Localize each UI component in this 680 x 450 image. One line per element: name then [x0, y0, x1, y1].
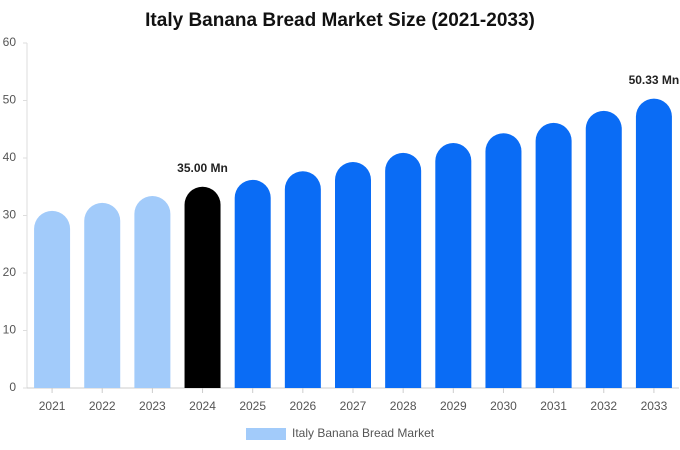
x-tick-label: 2021 [39, 399, 66, 413]
bar [535, 122, 572, 389]
x-tick-label: 2028 [390, 399, 417, 413]
y-tick-label: 60 [3, 35, 17, 49]
x-tick-label: 2033 [641, 399, 668, 413]
y-tick-label: 50 [3, 93, 17, 107]
y-tick-label: 20 [3, 265, 17, 279]
bar [335, 162, 371, 388]
bar [234, 179, 271, 388]
value-label: 35.00 Mn [177, 161, 228, 175]
bar [134, 195, 171, 388]
legend-label: Italy Banana Bread Market [292, 426, 435, 440]
x-tick-label: 2029 [440, 399, 467, 413]
x-tick-label: 2032 [590, 399, 617, 413]
y-tick-label: 0 [9, 380, 16, 394]
bar [485, 133, 522, 388]
chart-title: Italy Banana Bread Market Size (2021-203… [145, 10, 535, 31]
value-label: 50.33 Mn [629, 73, 680, 87]
y-tick-label: 10 [3, 323, 17, 337]
legend-swatch [246, 428, 286, 440]
bar [635, 98, 672, 388]
x-tick-label: 2031 [540, 399, 567, 413]
x-tick-label: 2030 [490, 399, 517, 413]
y-tick-label: 40 [3, 150, 17, 164]
bar [284, 171, 321, 388]
x-tick-label: 2023 [139, 399, 166, 413]
y-tick-label: 30 [3, 208, 17, 222]
x-tick-label: 2026 [289, 399, 316, 413]
x-tick-label: 2022 [89, 399, 116, 413]
bar [84, 202, 121, 388]
x-tick-label: 2027 [340, 399, 367, 413]
bar [385, 152, 422, 388]
x-tick-label: 2024 [189, 399, 216, 413]
bar [585, 110, 622, 388]
x-tick-label: 2025 [239, 399, 266, 413]
bar [435, 143, 472, 388]
bar [184, 186, 221, 388]
bar [34, 210, 71, 388]
